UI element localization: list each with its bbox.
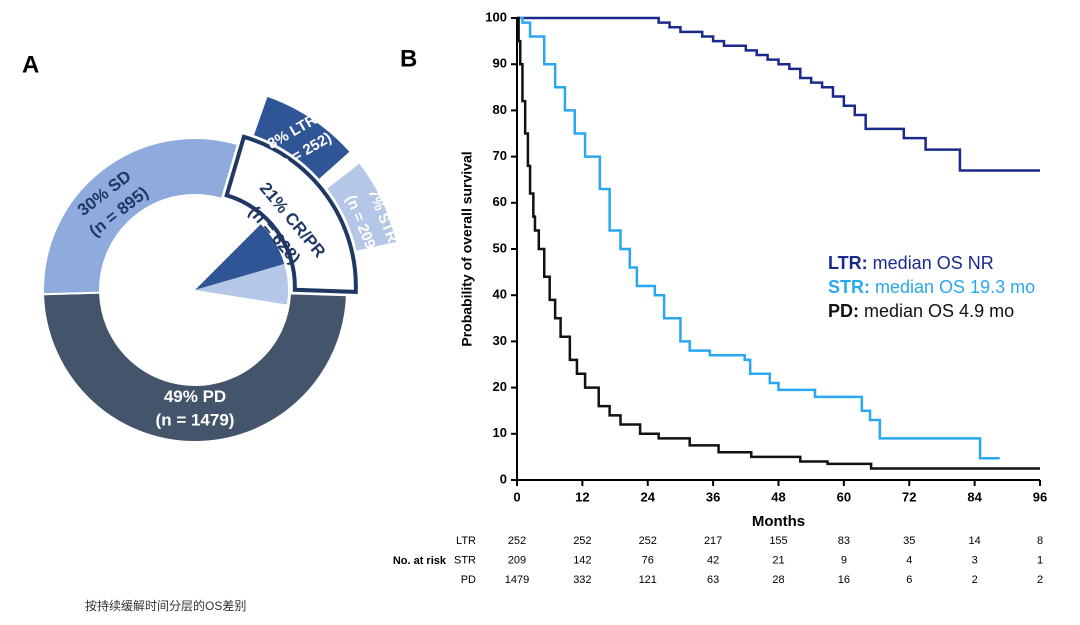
segment-count: (n = 1479) xyxy=(156,410,235,429)
x-tick-label: 24 xyxy=(641,489,656,504)
y-tick-label: 10 xyxy=(493,425,507,440)
survival-curve xyxy=(517,16,1000,460)
risk-count: 2 xyxy=(1037,574,1043,586)
risk-row-name: STR xyxy=(454,554,476,566)
y-tick-label: 80 xyxy=(493,102,507,117)
y-tick-label: 70 xyxy=(493,148,507,163)
outer-segment xyxy=(252,95,352,181)
segment-label-name: 49% PD xyxy=(164,387,226,406)
risk-count: 16 xyxy=(838,574,850,586)
risk-count: 209 xyxy=(508,554,526,566)
y-tick-label: 20 xyxy=(493,379,507,394)
legend-note: median OS 4.9 mo xyxy=(864,301,1014,321)
risk-count: 8 xyxy=(1037,535,1043,547)
panel-label: B xyxy=(400,45,417,72)
risk-count: 217 xyxy=(704,535,722,547)
legend-label: PD: xyxy=(828,301,859,321)
segment-name: PD xyxy=(203,387,227,406)
legend-label: STR: xyxy=(828,277,870,297)
segment-percent: 7% xyxy=(364,187,388,213)
x-tick-label: 60 xyxy=(837,489,851,504)
risk-count: 252 xyxy=(639,535,657,547)
risk-row-name: PD xyxy=(461,574,476,586)
legend-label: LTR: xyxy=(828,253,868,273)
risk-count: 2 xyxy=(972,574,978,586)
risk-count: 252 xyxy=(508,535,526,547)
legend-entry: PD: median OS 4.9 mo xyxy=(828,301,1014,321)
risk-count: 6 xyxy=(906,574,912,586)
risk-count: 9 xyxy=(841,554,847,566)
panel-label: A xyxy=(22,51,39,78)
legend-entry: LTR: median OS NR xyxy=(828,253,994,273)
legend-note: median OS 19.3 mo xyxy=(875,277,1035,297)
y-tick-label: 60 xyxy=(493,194,507,209)
center-wedge xyxy=(195,224,285,290)
risk-count: 76 xyxy=(642,554,654,566)
survival-curve xyxy=(517,16,1040,172)
risk-count: 14 xyxy=(969,535,981,547)
y-axis-label: Probability of overall survival xyxy=(459,151,475,346)
segment-percent: 49% xyxy=(164,387,198,406)
outer-segment xyxy=(325,161,398,253)
risk-count: 4 xyxy=(906,554,912,566)
y-tick-label: 0 xyxy=(500,471,507,486)
y-tick-label: 90 xyxy=(493,56,507,71)
risk-count: 3 xyxy=(972,554,978,566)
legend-entry: STR: median OS 19.3 mo xyxy=(828,277,1035,297)
x-tick-label: 36 xyxy=(706,489,720,504)
x-tick-label: 84 xyxy=(967,489,982,504)
legend-note: median OS NR xyxy=(873,253,994,273)
y-tick-label: 40 xyxy=(493,287,507,302)
risk-count: 35 xyxy=(903,535,915,547)
x-tick-label: 12 xyxy=(575,489,589,504)
risk-table-title: No. at risk xyxy=(393,555,447,567)
risk-count: 42 xyxy=(707,554,719,566)
risk-count: 83 xyxy=(838,535,850,547)
survival-curve xyxy=(517,16,1040,470)
x-tick-label: 48 xyxy=(771,489,785,504)
risk-count: 1 xyxy=(1037,554,1043,566)
caption: 按持续缓解时间分层的OS差别 xyxy=(85,598,246,613)
risk-count: 21 xyxy=(772,554,784,566)
donut-segment xyxy=(42,291,348,443)
donut-segment xyxy=(42,137,240,296)
risk-row-name: LTR xyxy=(456,535,476,547)
segment-label: 49% PD (n = 1479) xyxy=(156,387,235,429)
risk-count: 332 xyxy=(573,574,591,586)
risk-count: 155 xyxy=(769,535,787,547)
risk-count: 1479 xyxy=(505,574,529,586)
x-tick-label: 96 xyxy=(1033,489,1047,504)
risk-count: 63 xyxy=(707,574,719,586)
risk-count: 28 xyxy=(772,574,784,586)
center-wedge xyxy=(195,264,288,305)
risk-count: 142 xyxy=(573,554,591,566)
y-tick-label: 100 xyxy=(485,9,507,24)
x-tick-label: 0 xyxy=(513,489,520,504)
y-tick-label: 50 xyxy=(493,240,507,255)
x-tick-label: 72 xyxy=(902,489,916,504)
risk-count: 252 xyxy=(573,535,591,547)
y-tick-label: 30 xyxy=(493,333,507,348)
risk-count: 121 xyxy=(639,574,657,586)
x-axis-label: Months xyxy=(752,513,805,530)
donut-segment xyxy=(224,134,358,295)
